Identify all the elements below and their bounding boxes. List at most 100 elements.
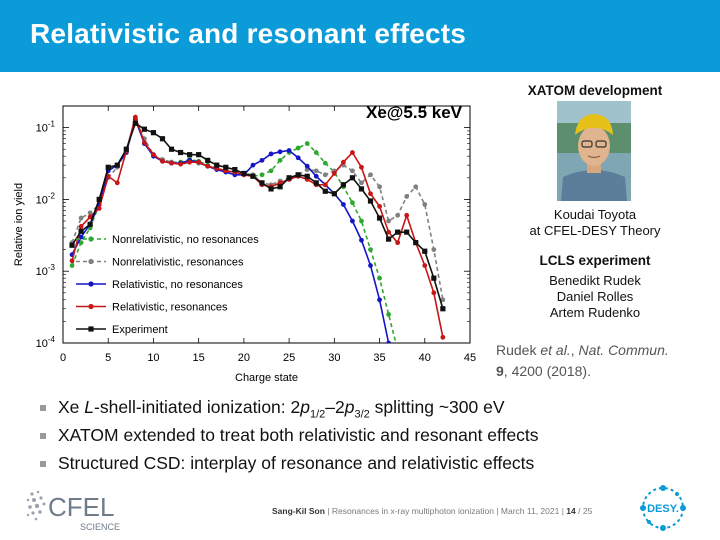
footer-total: 25 [582,506,593,516]
data-point [313,173,319,179]
data-point [132,120,138,126]
data-point [340,202,346,207]
legend-swatch-marker [88,326,94,332]
data-point [331,191,337,197]
legend-label: Nonrelativistic, no resonances [112,234,259,246]
data-point [78,215,84,221]
data-point [422,248,428,254]
data-point [386,218,391,224]
data-point [187,152,193,158]
cite-authors: Rudek [496,342,541,358]
data-point [268,168,274,174]
data-point [160,158,165,164]
legend-swatch-marker [88,236,94,242]
cite-rest: , 4200 (2018). [503,363,591,379]
legend-label: Experiment [112,324,168,336]
lcls-member: Daniel Rolles [556,289,634,304]
series-line [71,122,444,309]
data-point [205,157,211,163]
data-point [331,171,337,176]
data-point [96,196,102,203]
data-point [431,275,437,281]
data-point [413,184,419,190]
data-point [350,168,355,174]
data-point [295,145,301,151]
data-point [277,157,283,163]
plot-frame [62,105,471,344]
data-point [159,136,166,142]
data-point [277,149,283,155]
data-point [422,202,428,207]
data-point [114,180,120,186]
footer-date: March 11, 2021 [500,506,560,516]
data-point [359,237,364,243]
data-point [295,172,301,178]
data-point [359,164,364,170]
data-point [69,263,75,268]
bullet-item: Structured CSD: interplay of resonance a… [38,449,698,477]
x-axis-label: Charge state [235,372,298,384]
data-point [386,312,391,317]
data-point [386,229,391,235]
data-point [304,163,310,169]
x-tick-label: 5 [105,352,111,364]
cfel-logo-text: CFEL [48,492,114,522]
data-point [413,240,419,246]
data-point [395,240,401,246]
lcls-member: Artem Rudenko [549,305,641,320]
data-point [205,163,211,169]
data-point [177,149,184,156]
data-point [87,214,93,220]
data-point [395,212,401,218]
data-point [214,162,220,168]
footer-sep: | [561,506,564,516]
data-point [386,236,392,242]
data-point [268,186,274,192]
data-point [223,164,229,170]
data-point [304,173,310,179]
bullet-orbital: p [300,397,310,417]
person-photo [557,101,631,201]
cite-etal: et al. [540,342,571,358]
data-point [367,198,374,204]
person-affiliation: at CFEL-DESY Theory [529,223,661,238]
cite-volume: 9 [496,363,504,379]
data-point [295,155,301,161]
data-point [178,161,183,167]
data-point [105,164,111,170]
data-point [87,221,93,227]
title-bar: Relativistic and resonant effects [0,0,720,72]
bullet-item: Xe L-shell-initiated ionization: 2p1/2–2… [38,393,698,421]
data-point [69,242,75,248]
x-tick-label: 25 [283,352,295,364]
bullet-list: Xe L-shell-initiated ionization: 2p1/2–2… [38,393,698,477]
legend-label: Relativistic, resonances [112,302,228,314]
data-point [368,172,373,178]
data-point [431,247,437,252]
data-point [114,162,120,168]
person-name: Koudai Toyota [553,207,637,222]
data-point [350,200,355,206]
bullet-text: Xe [58,397,85,417]
data-point [322,172,328,178]
data-point [78,228,84,234]
ion-yield-chart: 0 5 10 15 20 25 30 35 40 45 10-1 10-2 10-3 10-4 Charge… [13,103,476,384]
y-tick-label: 10-4 [36,335,56,350]
cite-sep: , [570,342,579,358]
data-point [277,184,283,190]
data-point [322,160,328,166]
data-point [78,224,84,229]
data-point [376,215,383,221]
data-point [431,290,437,296]
cfel-logo-subtext: SCIENCE [80,522,120,532]
data-point [286,148,292,153]
y-axis-label: Relative ion yield [13,183,25,266]
footer-sep: | [496,506,499,516]
bullet-text: –2 [325,397,345,417]
desy-logo: DESY. [640,485,686,531]
legend-label: Relativistic, no resonances [112,279,243,291]
x-tick-label: 35 [373,352,385,364]
x-tick-label: 0 [60,352,66,364]
x-tick-label: 40 [419,352,431,364]
legend-swatch-marker [88,281,94,287]
